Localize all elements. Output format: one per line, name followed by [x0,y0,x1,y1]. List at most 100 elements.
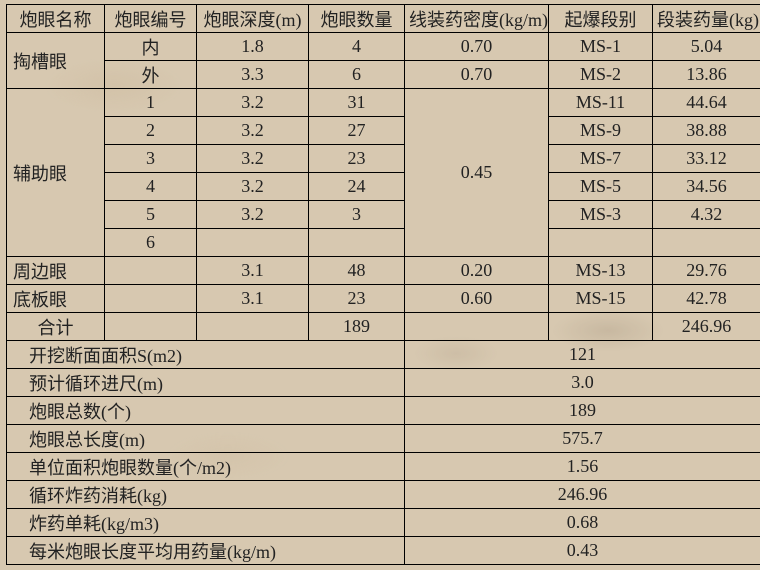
cell [197,313,309,341]
cell: 4 [105,173,197,201]
cell: 3.2 [197,201,309,229]
col-density: 线装药密度(kg/m) [405,5,549,33]
group2-name: 辅助眼 [7,89,105,257]
cell: 0.70 [405,61,549,89]
cell: 3.2 [197,145,309,173]
cell [549,229,653,257]
summary-row: 炮眼总数(个) 189 [7,397,760,425]
cell: 1.8 [197,33,309,61]
table-row: 辅助眼 1 3.2 31 0.45 MS-11 44.64 [7,89,760,117]
cell: 3 [105,145,197,173]
summary-row: 炮眼总长度(m) 575.7 [7,425,760,453]
summary-row: 炸药单耗(kg/m3) 0.68 [7,509,760,537]
cell: 23 [309,285,405,313]
cell: 3.2 [197,173,309,201]
table-row: 5 3.2 3 MS-3 4.32 [7,201,760,229]
summary-value: 1.56 [405,453,760,481]
cell: MS-3 [549,201,653,229]
cell [405,313,549,341]
summary-value: 121 [405,341,760,369]
cell [549,313,653,341]
cell: 0.70 [405,33,549,61]
cell: 5.04 [653,33,760,61]
table-row: 外 3.3 6 0.70 MS-2 13.86 [7,61,760,89]
cell: 24 [309,173,405,201]
summary-label: 单位面积炮眼数量(个/m2) [7,453,405,481]
cell: 5 [105,201,197,229]
cell: 4.32 [653,201,760,229]
cell: MS-15 [549,285,653,313]
cell: MS-9 [549,117,653,145]
cell: 246.96 [653,313,760,341]
summary-row: 循环炸药消耗(kg) 246.96 [7,481,760,509]
summary-row: 预计循环进尺(m) 3.0 [7,369,760,397]
col-charge: 段装药量(kg) [653,5,760,33]
cell: 2 [105,117,197,145]
blasting-table: 炮眼名称 炮眼编号 炮眼深度(m) 炮眼数量 线装药密度(kg/m) 起爆段别 … [6,4,760,565]
cell: 3.1 [197,257,309,285]
cell: 4 [309,33,405,61]
col-name: 炮眼名称 [7,5,105,33]
summary-label: 炮眼总长度(m) [7,425,405,453]
table-row: 4 3.2 24 MS-5 34.56 [7,173,760,201]
cell: 23 [309,145,405,173]
summary-value: 0.43 [405,537,760,565]
cell [653,229,760,257]
cell: 3.2 [197,89,309,117]
cell: MS-11 [549,89,653,117]
cell: 48 [309,257,405,285]
summary-label: 开挖断面面积S(m2) [7,341,405,369]
cell: 0.60 [405,285,549,313]
cell: 6 [105,229,197,257]
cell: 3.1 [197,285,309,313]
col-depth: 炮眼深度(m) [197,5,309,33]
summary-label: 预计循环进尺(m) [7,369,405,397]
cell: MS-1 [549,33,653,61]
total-row: 合计 189 246.96 [7,313,760,341]
summary-value: 0.68 [405,509,760,537]
summary-label: 循环炸药消耗(kg) [7,481,405,509]
table-row: 掏槽眼 内 1.8 4 0.70 MS-1 5.04 [7,33,760,61]
cell: 31 [309,89,405,117]
cell: MS-5 [549,173,653,201]
summary-row: 开挖断面面积S(m2) 121 [7,341,760,369]
col-count: 炮眼数量 [309,5,405,33]
cell: 42.78 [653,285,760,313]
cell: 38.88 [653,117,760,145]
summary-value: 3.0 [405,369,760,397]
cell: 3.2 [197,117,309,145]
cell: 27 [309,117,405,145]
cell: 13.86 [653,61,760,89]
summary-value: 246.96 [405,481,760,509]
cell: 34.56 [653,173,760,201]
summary-value: 189 [405,397,760,425]
group4-name: 底板眼 [7,285,105,313]
cell: 29.76 [653,257,760,285]
header-row: 炮眼名称 炮眼编号 炮眼深度(m) 炮眼数量 线装药密度(kg/m) 起爆段别 … [7,5,760,33]
summary-row: 单位面积炮眼数量(个/m2) 1.56 [7,453,760,481]
cell: 1 [105,89,197,117]
cell [105,285,197,313]
summary-value: 575.7 [405,425,760,453]
table-row: 3 3.2 23 MS-7 33.12 [7,145,760,173]
table-row: 6 [7,229,760,257]
table-row: 周边眼 3.1 48 0.20 MS-13 29.76 [7,257,760,285]
cell: 189 [309,313,405,341]
cell: MS-7 [549,145,653,173]
cell: 44.64 [653,89,760,117]
group3-name: 周边眼 [7,257,105,285]
cell [197,229,309,257]
summary-label: 炸药单耗(kg/m3) [7,509,405,537]
cell: MS-2 [549,61,653,89]
summary-label: 炮眼总数(个) [7,397,405,425]
col-no: 炮眼编号 [105,5,197,33]
cell [309,229,405,257]
summary-label: 每米炮眼长度平均用药量(kg/m) [7,537,405,565]
cell: 3.3 [197,61,309,89]
table-row: 2 3.2 27 MS-9 38.88 [7,117,760,145]
total-name: 合计 [7,313,105,341]
summary-row: 每米炮眼长度平均用药量(kg/m) 0.43 [7,537,760,565]
cell [105,257,197,285]
cell: 0.20 [405,257,549,285]
cell: 内 [105,33,197,61]
